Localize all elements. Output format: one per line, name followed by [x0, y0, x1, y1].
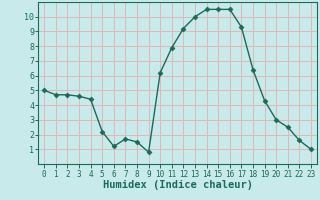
X-axis label: Humidex (Indice chaleur): Humidex (Indice chaleur) [103, 180, 252, 190]
